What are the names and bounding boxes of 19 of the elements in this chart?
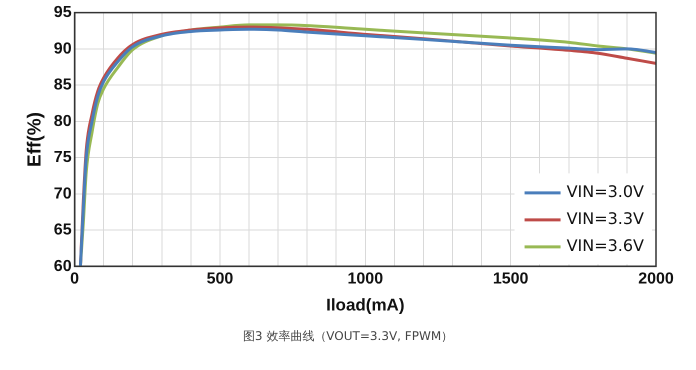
- y-tick-label: 70: [54, 185, 72, 202]
- y-tick-label: 80: [54, 112, 72, 130]
- x-axis-title: Iload(mA): [326, 295, 404, 314]
- y-tick-label: 60: [54, 258, 72, 275]
- x-tick-label: 500: [206, 270, 234, 288]
- x-tick-label: 0: [70, 270, 80, 288]
- y-tick-label: 85: [54, 76, 72, 94]
- x-tick-label: 1000: [348, 270, 384, 288]
- y-tick-label: 90: [54, 40, 72, 58]
- legend-label: VIN=3.0V: [566, 182, 644, 202]
- y-tick-label: 95: [54, 4, 72, 22]
- x-tick-label: 2000: [638, 270, 674, 288]
- y-tick-label: 65: [54, 222, 72, 239]
- caption: 图3 效率曲线（VOUT=3.3V, FPWM）: [242, 328, 454, 345]
- y-axis-title: Eff(%): [24, 112, 46, 167]
- legend-label: VIN=3.6V: [566, 236, 644, 256]
- y-tick-label: 75: [54, 149, 72, 166]
- legend-label: VIN=3.3V: [566, 209, 644, 228]
- x-tick-label: 1500: [492, 270, 529, 288]
